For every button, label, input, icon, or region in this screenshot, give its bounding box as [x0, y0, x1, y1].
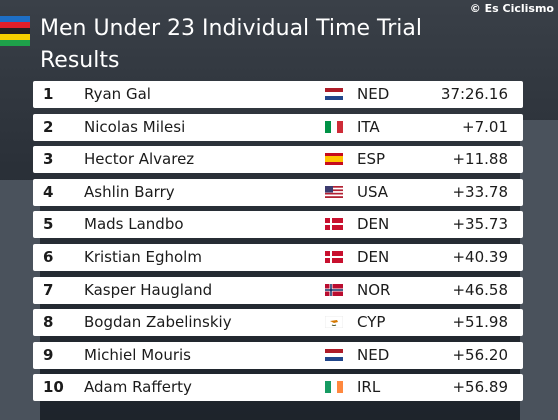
country-code: NOR [357, 280, 391, 299]
country-code: NED [357, 85, 390, 103]
rank: 4 [43, 182, 54, 201]
rank: 3 [43, 150, 54, 169]
result-row: 10 Adam Rafferty IRL +56.89 [33, 374, 523, 402]
flag [325, 251, 343, 263]
rider-name: Ryan Gal [84, 85, 151, 103]
flag [325, 348, 343, 361]
title: Results [40, 48, 120, 73]
time: +51.98 [452, 313, 508, 332]
country-code: NED [357, 345, 390, 364]
flag [325, 153, 343, 166]
result-row: 9 Michiel Mouris NED +56.20 [33, 341, 523, 369]
country-code: IRL [357, 378, 381, 397]
flag [325, 88, 343, 100]
background-building [520, 120, 558, 420]
result-row: 2 Nicolas Milesi ITA +7.01 [33, 113, 523, 141]
time: +56.20 [452, 345, 508, 364]
rider-name: Hector Alvarez [84, 150, 195, 169]
rider-name: Bogdan Zabelinskiy [84, 313, 232, 332]
country-code: USA [357, 182, 389, 201]
result-row: 5 Mads Landbo DEN +35.73 [33, 211, 523, 239]
flag [325, 283, 343, 296]
rank: 2 [43, 117, 54, 136]
result-row: 1 Ryan Gal NED 37:26.16 [33, 81, 523, 108]
time: +35.73 [452, 215, 508, 234]
rider-name: Kasper Haugland [84, 280, 213, 299]
result-row: 4 Ashlin Barry USA +33.78 [33, 178, 523, 206]
time: +7.01 [462, 117, 508, 136]
rank: 10 [43, 378, 64, 397]
country-code: ESP [357, 150, 386, 169]
rider-name: Michiel Mouris [84, 345, 191, 364]
watermark: © Es Ciclismo [469, 2, 554, 15]
country-code: DEN [357, 215, 390, 234]
rank: 9 [43, 345, 54, 364]
time: 37:26.16 [440, 85, 508, 103]
country-code: CYP [357, 313, 386, 332]
rider-name: Nicolas Milesi [84, 117, 186, 136]
uci-stripes [0, 16, 30, 46]
flag [325, 218, 343, 231]
rank: 1 [43, 85, 54, 103]
rank: 7 [43, 280, 54, 299]
result-row: 8 Bogdan Zabelinskiy CYP +51.98 [33, 309, 523, 337]
result-row: 3 Hector Alvarez ESP +11.88 [33, 146, 523, 174]
country-code: ITA [357, 117, 380, 136]
time: +11.88 [452, 150, 508, 169]
time: +56.89 [452, 378, 508, 397]
rider-name: Kristian Egholm [84, 248, 202, 266]
time: +46.58 [452, 280, 508, 299]
time: +33.78 [452, 182, 508, 201]
rider-name: Ashlin Barry [84, 182, 175, 201]
rank: 8 [43, 313, 54, 332]
country-code: DEN [357, 248, 390, 266]
flag [325, 120, 343, 133]
title: Men Under 23 Individual Time Trial [40, 16, 422, 41]
flag [325, 316, 343, 329]
flag [325, 381, 343, 394]
result-row: 7 Kasper Haugland NOR +46.58 [33, 276, 523, 304]
rank: 6 [43, 248, 54, 266]
result-row: 6 Kristian Egholm DEN +40.39 [33, 244, 523, 271]
rank: 5 [43, 215, 54, 234]
flag [325, 185, 343, 198]
rider-name: Adam Rafferty [84, 378, 192, 397]
rider-name: Mads Landbo [84, 215, 184, 234]
time: +40.39 [452, 248, 508, 266]
